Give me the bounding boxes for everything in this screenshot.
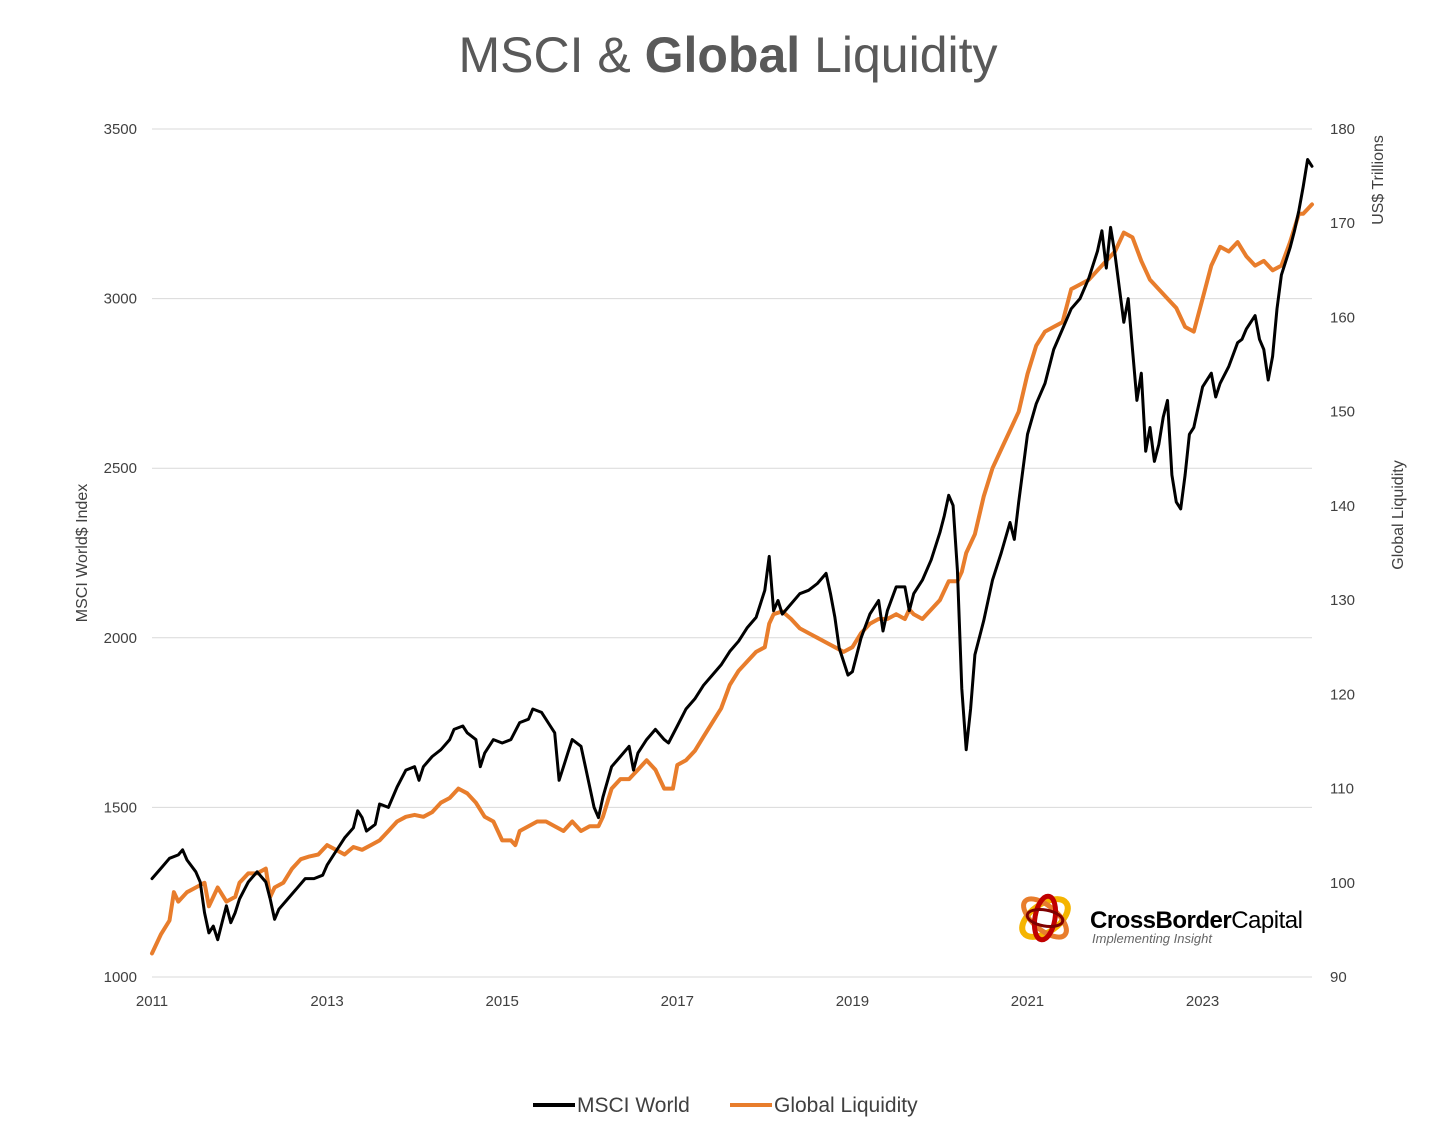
y-left-tick-label: 3000 xyxy=(104,291,137,308)
x-tick-label: 2023 xyxy=(1186,993,1219,1010)
x-tick-label: 2019 xyxy=(836,993,869,1010)
x-tick-label: 2011 xyxy=(136,993,168,1010)
x-tick-label: 2013 xyxy=(310,993,343,1010)
y-axis-left: 1000 1500 2000 2500 3000 3500 xyxy=(104,121,137,986)
y-right-tick-label: 170 xyxy=(1330,215,1355,232)
y-right-tick-label: 90 xyxy=(1330,969,1347,986)
y-right-tick-label: 150 xyxy=(1330,404,1355,421)
series-line-global-liquidity xyxy=(150,202,1314,956)
y-axis-right-title: Global Liquidity xyxy=(1390,460,1407,569)
y-axis-right: 90 100 110 120 130 140 150 160 170 180 xyxy=(1330,121,1355,986)
logo-tagline: Implementing Insight xyxy=(1092,931,1213,946)
series-line-msci-world xyxy=(150,158,1314,942)
x-axis: 2011 2013 2015 2017 2019 2021 2023 xyxy=(136,993,1219,1010)
chart-title: MSCI & Global Liquidity xyxy=(458,27,997,83)
y-axis-left-title: MSCI World$ Index xyxy=(74,484,91,622)
y-axis-right-unit: US$ Trillions xyxy=(1370,135,1387,225)
legend: MSCI World Global Liquidity xyxy=(533,1094,918,1117)
y-left-tick-label: 1500 xyxy=(104,799,137,816)
y-right-tick-label: 140 xyxy=(1330,498,1355,515)
y-left-tick-label: 3500 xyxy=(104,121,137,138)
x-tick-label: 2021 xyxy=(1011,993,1044,1010)
logo-name: CrossBorderCapital xyxy=(1090,907,1302,934)
crossborder-logo: CrossBorderCapital Implementing Insight xyxy=(1019,893,1303,946)
chart-title-part: Liquidity xyxy=(800,27,997,83)
grid xyxy=(152,128,1312,978)
y-right-tick-label: 160 xyxy=(1330,309,1355,326)
chart-title-part: Global xyxy=(645,27,801,83)
chart-title-part: MSCI & xyxy=(458,27,644,83)
series xyxy=(150,158,1314,956)
y-right-tick-label: 110 xyxy=(1330,781,1354,798)
legend-label-msci-world: MSCI World xyxy=(577,1094,690,1117)
y-left-tick-label: 2000 xyxy=(104,630,137,647)
logo-mark-icon xyxy=(1019,893,1071,943)
y-right-tick-label: 100 xyxy=(1330,875,1355,892)
y-right-tick-label: 130 xyxy=(1330,592,1355,609)
x-tick-label: 2015 xyxy=(486,993,519,1010)
y-right-tick-label: 120 xyxy=(1330,686,1355,703)
y-right-tick-label: 180 xyxy=(1330,121,1355,138)
y-left-tick-label: 2500 xyxy=(104,460,137,477)
legend-label-global-liquidity: Global Liquidity xyxy=(774,1094,918,1117)
x-tick-label: 2017 xyxy=(661,993,694,1010)
y-left-tick-label: 1000 xyxy=(104,969,137,986)
